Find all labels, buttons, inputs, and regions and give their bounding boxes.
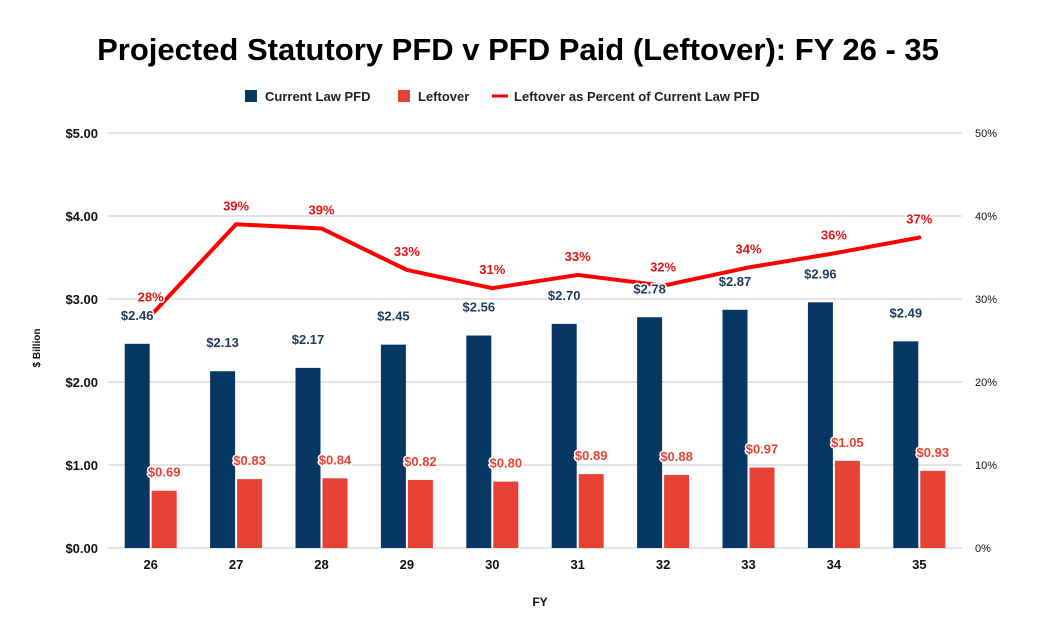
data-label-current-law-pfd: $2.17 [292, 332, 325, 347]
bar-current-law-pfd [807, 302, 833, 548]
x-axis-title: FY [532, 595, 547, 609]
legend-label-leftover-percent: Leftover as Percent of Current Law PFD [514, 89, 760, 104]
bar-leftover [749, 467, 775, 548]
bar-current-law-pfd [551, 323, 577, 548]
data-label-leftover: $0.82 [404, 454, 437, 469]
y2-tick-label: 10% [975, 460, 997, 472]
bar-current-law-pfd [466, 335, 492, 548]
bar-current-law-pfd [637, 317, 663, 548]
bar-current-law-pfd [124, 343, 150, 548]
bar-current-law-pfd [722, 309, 748, 548]
data-labels: $2.46 $0.69 $2.13 $0.83 $2.17 $0.84 $2.45 $0.82… [119, 197, 950, 481]
y2-tick-label: 0% [975, 543, 991, 555]
data-label-current-law-pfd: $2.96 [804, 266, 837, 281]
y-axis-title: $ Billion [32, 329, 43, 368]
data-label-leftover: $0.83 [233, 453, 266, 468]
bar-leftover [151, 490, 177, 548]
bar-leftover [407, 479, 433, 548]
data-label-leftover-percent: 28% [138, 290, 164, 305]
data-label-leftover: $0.80 [490, 456, 523, 471]
data-label-leftover: $0.93 [917, 445, 950, 460]
legend-swatch-current-law-pfd [245, 90, 257, 102]
x-tick-label: 32 [656, 557, 670, 572]
data-label-leftover-percent: 33% [565, 249, 591, 264]
data-label-leftover: $0.97 [746, 441, 779, 456]
data-label-current-law-pfd: $2.78 [633, 281, 666, 296]
y-tick-label: $4.00 [65, 209, 98, 224]
data-label-leftover-percent: 34% [735, 241, 761, 256]
bar-current-law-pfd [893, 341, 919, 548]
x-tick-label: 34 [827, 557, 842, 572]
bar-current-law-pfd [210, 371, 236, 548]
bar-leftover [322, 478, 348, 548]
bar-current-law-pfd [380, 344, 406, 548]
y-axis-right: 0% 10% 20% 30% 40% 50% [975, 128, 997, 555]
legend-label-current-law-pfd: Current Law PFD [265, 89, 370, 104]
bar-leftover [237, 479, 263, 548]
bar-leftover [493, 481, 519, 548]
data-label-leftover: $0.69 [148, 465, 181, 480]
data-label-leftover-percent: 37% [906, 212, 932, 227]
data-label-current-law-pfd: $2.56 [463, 300, 496, 315]
legend-swatch-leftover [398, 90, 410, 102]
x-tick-label: 35 [912, 557, 926, 572]
legend-label-leftover: Leftover [418, 89, 469, 104]
chart-title: Projected Statutory PFD v PFD Paid (Left… [97, 32, 939, 67]
data-label-leftover: $0.88 [660, 449, 693, 464]
data-label-leftover: $0.84 [319, 452, 352, 467]
bar-current-law-pfd [295, 367, 321, 548]
data-label-leftover-percent: 39% [223, 198, 249, 213]
x-tick-label: 33 [741, 557, 755, 572]
x-tick-label: 30 [485, 557, 499, 572]
data-label-current-law-pfd: $2.46 [121, 308, 154, 323]
y-tick-label: $1.00 [65, 458, 98, 473]
y-tick-label: $3.00 [65, 292, 98, 307]
bar-leftover [578, 474, 604, 548]
data-label-current-law-pfd: $2.87 [719, 274, 752, 289]
percent-line [148, 222, 922, 318]
legend: Current Law PFD Leftover Leftover as Per… [245, 89, 760, 104]
data-label-current-law-pfd: $2.70 [548, 288, 581, 303]
y-tick-label: $0.00 [65, 541, 98, 556]
data-label-current-law-pfd: $2.45 [377, 309, 410, 324]
y2-tick-label: 50% [975, 128, 997, 140]
data-label-leftover: $0.89 [575, 448, 608, 463]
data-label-current-law-pfd: $2.49 [890, 305, 923, 320]
data-label-leftover-percent: 36% [821, 227, 847, 242]
y-tick-label: $2.00 [65, 375, 98, 390]
x-tick-label: 31 [570, 557, 584, 572]
data-label-current-law-pfd: $2.13 [206, 335, 239, 350]
x-tick-label: 27 [229, 557, 243, 572]
y2-tick-label: 40% [975, 211, 997, 223]
data-label-leftover: $1.05 [831, 435, 864, 450]
bar-leftover [834, 460, 860, 548]
x-tick-label: 26 [143, 557, 157, 572]
x-tick-label: 29 [400, 557, 414, 572]
bar-leftover [920, 470, 946, 548]
data-label-leftover-percent: 39% [308, 202, 334, 217]
y2-tick-label: 20% [975, 377, 997, 389]
y-tick-label: $5.00 [65, 126, 98, 141]
y-axis-left: $0.00 $1.00 $2.00 $3.00 $4.00 $5.00 [65, 126, 98, 556]
data-label-leftover-percent: 33% [394, 244, 420, 259]
line-leftover-percent [148, 222, 922, 318]
data-label-leftover-percent: 31% [479, 262, 505, 277]
y2-tick-label: 30% [975, 294, 997, 306]
bars [124, 302, 946, 548]
x-axis: 26 27 28 29 30 31 32 33 34 35 [143, 557, 926, 572]
x-tick-label: 28 [314, 557, 328, 572]
data-label-leftover-percent: 32% [650, 260, 676, 275]
bar-leftover [664, 474, 690, 548]
